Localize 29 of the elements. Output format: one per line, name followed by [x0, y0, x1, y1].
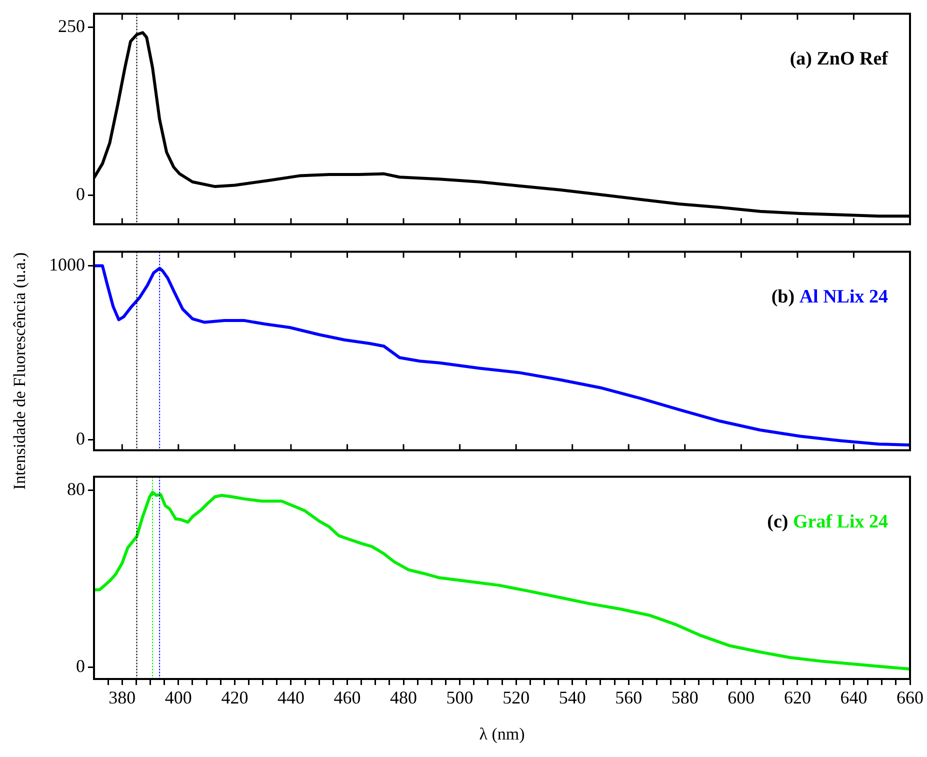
- y-axis-title: Intensidade de Fluorescência (u.a.): [10, 252, 30, 490]
- x-tick-label: 440: [277, 688, 304, 708]
- x-tick-label: 660: [896, 688, 924, 708]
- annotation: (c): [767, 512, 794, 533]
- y-tick-label: 1000: [49, 254, 85, 274]
- x-tick-label: 560: [615, 688, 642, 708]
- x-tick-label: 420: [221, 688, 248, 708]
- x-tick-label: 400: [164, 688, 192, 708]
- x-tick-label: 620: [784, 688, 811, 708]
- x-tick-label: 600: [728, 688, 755, 708]
- x-tick-label: 580: [671, 688, 698, 708]
- y-tick-label: 0: [76, 428, 85, 448]
- text: Graf Lix 24: [793, 512, 888, 533]
- text: ZnO Ref: [816, 48, 889, 70]
- x-tick-label: 520: [502, 688, 530, 708]
- x-tick-label: 380: [108, 688, 136, 708]
- x-tick-label: 460: [334, 688, 361, 708]
- annotation: (a): [790, 48, 817, 70]
- x-tick-label: 640: [840, 688, 868, 708]
- y-tick-label: 0: [76, 656, 85, 676]
- y-tick-label: 0: [76, 184, 85, 204]
- x-tick-label: 500: [446, 688, 474, 708]
- x-tick-label: 480: [390, 688, 418, 708]
- x-tick-label: 540: [558, 688, 586, 708]
- x-axis-title: λ (nm): [479, 724, 525, 744]
- y-tick-label: 250: [58, 16, 85, 36]
- text: Al NLix 24: [799, 286, 888, 308]
- annotation: (b): [771, 286, 800, 308]
- y-tick-label: 80: [67, 478, 85, 499]
